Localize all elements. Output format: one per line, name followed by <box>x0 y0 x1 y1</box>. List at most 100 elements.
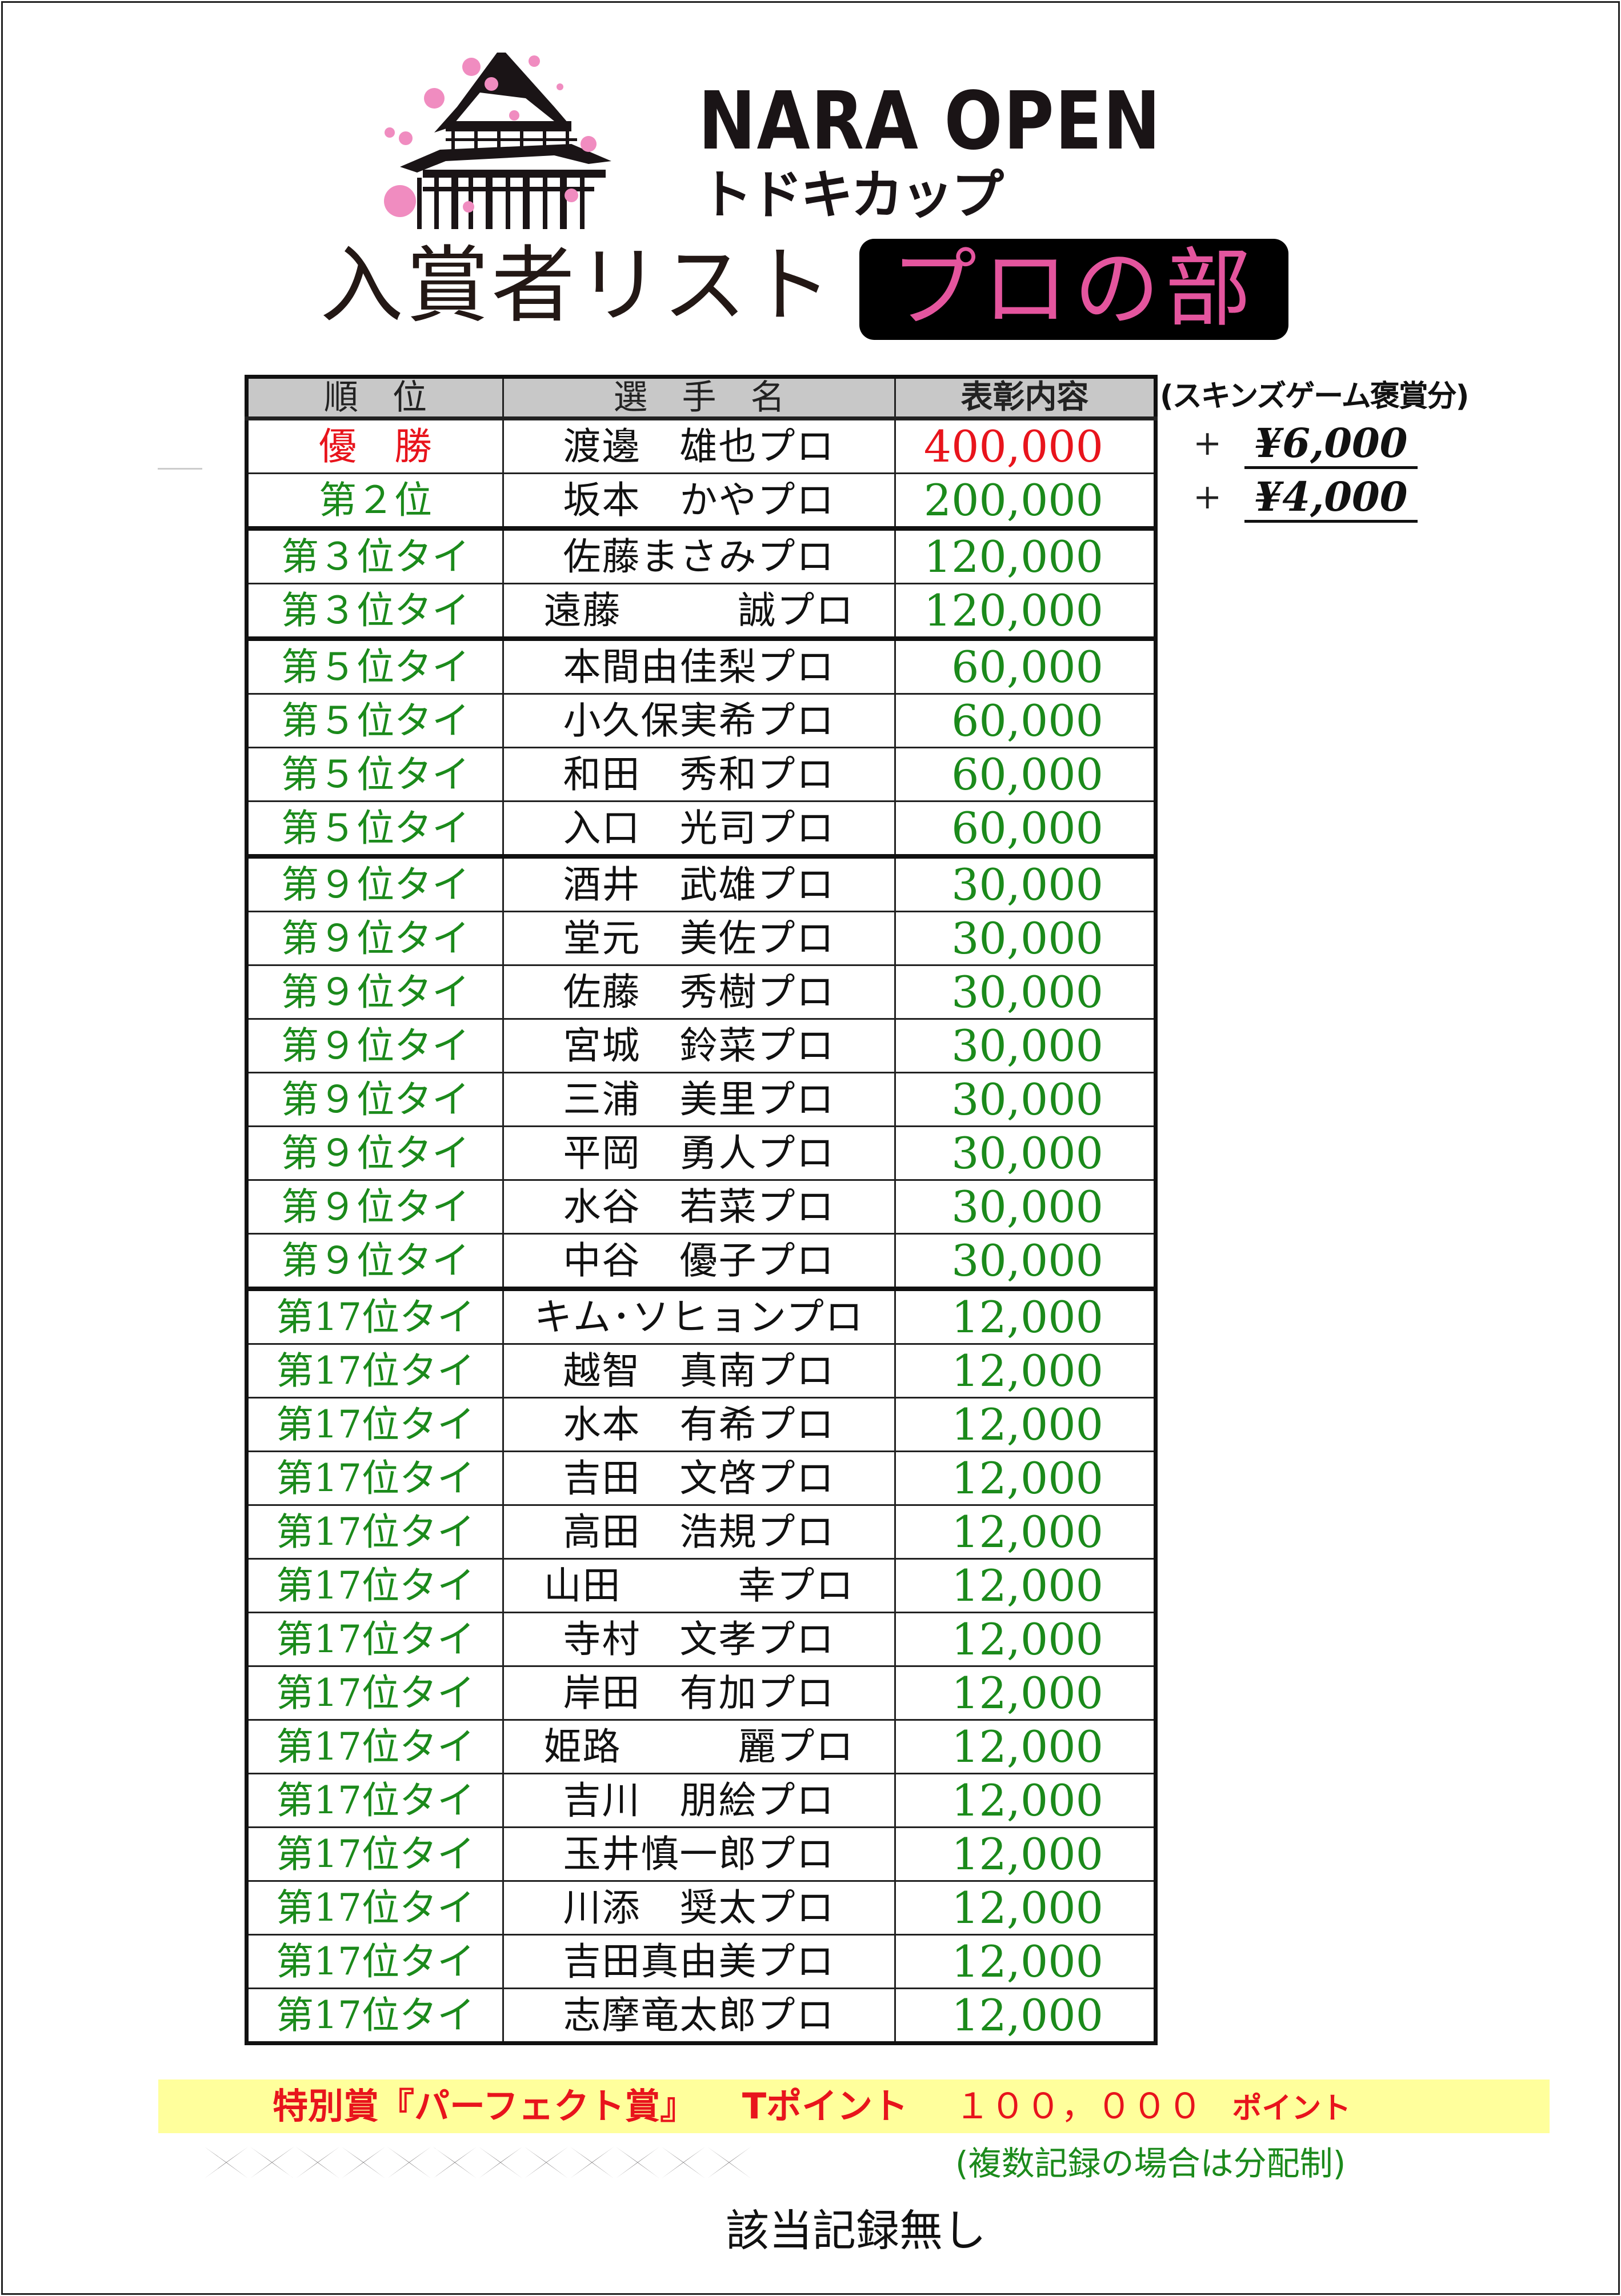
bowtie-mark <box>525 2147 568 2178</box>
table-row: 第２位 坂本 かやプロ 200,000 <box>246 472 1156 530</box>
brand-title: NARA OPEN <box>698 80 1162 163</box>
prize-cell: 12,000 <box>894 1504 1156 1560</box>
table-row: 第17位タイ 吉田 文啓プロ 12,000 <box>246 1450 1156 1506</box>
table-row: 第５位タイ 小久保実希プロ 60,000 <box>246 693 1156 748</box>
table-row: 第17位タイ 水本 有希プロ 12,000 <box>246 1397 1156 1452</box>
prize-cell: 12,000 <box>894 1665 1156 1721</box>
table-row: 第17位タイ 玉井慎一郎プロ 12,000 <box>246 1826 1156 1882</box>
table-row: 第17位タイ 志摩竜太郎プロ 12,000 <box>246 1988 1156 2044</box>
rank-cell: 第17位タイ <box>246 1934 504 1989</box>
player-name-cell: 越智 真南プロ <box>502 1343 896 1399</box>
bowtie-mark <box>479 2147 522 2178</box>
player-name-cell: 岸田 有加プロ <box>502 1665 896 1721</box>
player-name-cell: 水谷 若菜プロ <box>502 1179 896 1235</box>
reward-amount: １００，０００ <box>954 2085 1203 2127</box>
bowtie-mark <box>205 2147 248 2178</box>
prize-cell: 60,000 <box>894 747 1156 802</box>
table-row: 第９位タイ 宮城 鈴菜プロ 30,000 <box>246 1018 1156 1073</box>
player-name-cell: 高田 浩規プロ <box>502 1504 896 1560</box>
header-prize: 表彰内容 <box>894 376 1156 420</box>
bowtie-mark <box>342 2147 385 2178</box>
rank-cell: 優 勝 <box>246 418 504 474</box>
bowtie-divider-icon <box>205 2147 751 2178</box>
rank-cell: 第17位タイ <box>246 1287 504 1345</box>
prize-cell: 12,000 <box>894 1343 1156 1399</box>
prize-cell: 30,000 <box>894 1125 1156 1181</box>
prize-cell: 12,000 <box>894 1773 1156 1828</box>
prize-cell: 12,000 <box>894 1988 1156 2044</box>
player-name-cell: 川添 奨太プロ <box>502 1880 896 1936</box>
table-row: 第17位タイ 越智 真南プロ 12,000 <box>246 1343 1156 1399</box>
prize-cell: 12,000 <box>894 1880 1156 1936</box>
header-name: 選 手 名 <box>502 376 896 420</box>
player-name-cell: 佐藤 秀樹プロ <box>502 964 896 1020</box>
table-row: 第９位タイ 三浦 美里プロ 30,000 <box>246 1072 1156 1127</box>
reward-unit: ポイント <box>1232 2091 1351 2126</box>
table-row: 第17位タイ 吉田真由美プロ 12,000 <box>246 1934 1156 1989</box>
split-note: (複数記録の場合は分配制) <box>955 2144 1346 2183</box>
rank-cell: 第９位タイ <box>246 964 504 1020</box>
prize-cell: 12,000 <box>894 1826 1156 1882</box>
player-name-cell: 遠藤 誠プロ <box>502 583 896 640</box>
player-name-cell: 渡邊 雄也プロ <box>502 418 896 474</box>
player-name-cell: 入口 光司プロ <box>502 800 896 858</box>
table-row: 第17位タイ 山田 幸プロ 12,000 <box>246 1558 1156 1613</box>
bowtie-mark <box>433 2147 477 2178</box>
prize-cell: 30,000 <box>894 1072 1156 1127</box>
table-row: 第３位タイ 遠藤 誠プロ 120,000 <box>246 583 1156 640</box>
special-award-text: 特別賞『パーフェクト賞』 Tポイント １００，０００ ポイント <box>273 2079 1351 2133</box>
table-row: 第９位タイ 酒井 武雄プロ 30,000 <box>246 854 1156 912</box>
special-award-title: 特別賞『パーフェクト賞』 <box>273 2085 696 2127</box>
player-name-cell: 水本 有希プロ <box>502 1397 896 1452</box>
no-record-text: 該当記録無し <box>726 2205 986 2256</box>
rank-cell: 第５位タイ <box>246 747 504 802</box>
rank-cell: 第17位タイ <box>246 1826 504 1882</box>
rank-cell: 第17位タイ <box>246 1397 504 1452</box>
table-row: 第17位タイ 姫路 麗プロ 12,000 <box>246 1719 1156 1774</box>
division-badge: プロの部 <box>859 239 1288 340</box>
rank-cell: 第５位タイ <box>246 800 504 858</box>
prize-table: 順 位 選 手 名 表彰内容 優 勝渡邊 雄也プロ 400,000 第２位 坂本 かや… <box>245 375 1158 2045</box>
rank-cell: 第３位タイ <box>246 526 504 584</box>
player-name-cell: 平岡 勇人プロ <box>502 1125 896 1181</box>
rank-cell: 第17位タイ <box>246 1450 504 1506</box>
rank-cell: 第３位タイ <box>246 583 504 640</box>
bowtie-mark <box>387 2147 431 2178</box>
margin-mark <box>158 468 202 470</box>
bowtie-mark <box>570 2147 614 2178</box>
table-row: 第17位タイ 寺村 文孝プロ 12,000 <box>246 1612 1156 1667</box>
bowtie-mark <box>296 2147 339 2178</box>
rank-cell: 第９位タイ <box>246 911 504 966</box>
player-name-cell: 吉田 文啓プロ <box>502 1450 896 1506</box>
prize-cell: 30,000 <box>894 1233 1156 1290</box>
player-name-cell: 中谷 優子プロ <box>502 1233 896 1290</box>
table-row: 優 勝渡邊 雄也プロ 400,000 <box>246 418 1156 474</box>
rank-cell: 第９位タイ <box>246 1018 504 1073</box>
rank-cell: 第17位タイ <box>246 1880 504 1936</box>
rank-cell: 第17位タイ <box>246 1612 504 1667</box>
prize-cell: 60,000 <box>894 800 1156 858</box>
player-name-cell: 佐藤まさみプロ <box>502 526 896 584</box>
rank-cell: 第９位タイ <box>246 854 504 912</box>
rank-cell: 第17位タイ <box>246 1773 504 1828</box>
rank-cell: 第17位タイ <box>246 1988 504 2044</box>
table-row: 第９位タイ 中谷 優子プロ 30,000 <box>246 1233 1156 1290</box>
page-title: 入賞者リスト <box>320 237 834 334</box>
rank-cell: 第９位タイ <box>246 1072 504 1127</box>
bowtie-mark <box>707 2147 751 2178</box>
rank-cell: 第17位タイ <box>246 1558 504 1613</box>
prize-cell: 12,000 <box>894 1934 1156 1989</box>
prize-cell: 30,000 <box>894 854 1156 912</box>
reward-label: Tポイント <box>742 2085 908 2127</box>
rank-cell: 第９位タイ <box>246 1233 504 1290</box>
player-name-cell: 宮城 鈴菜プロ <box>502 1018 896 1073</box>
rank-cell: 第５位タイ <box>246 636 504 695</box>
table-row: 第17位タイ キム･ソヒョンプロ 12,000 <box>246 1287 1156 1345</box>
prize-cell: 60,000 <box>894 693 1156 748</box>
player-name-cell: 堂元 美佐プロ <box>502 911 896 966</box>
player-name-cell: 吉田真由美プロ <box>502 1934 896 1989</box>
prize-cell: 30,000 <box>894 911 1156 966</box>
prize-cell: 200,000 <box>894 472 1156 530</box>
player-name-cell: 玉井慎一郎プロ <box>502 1826 896 1882</box>
